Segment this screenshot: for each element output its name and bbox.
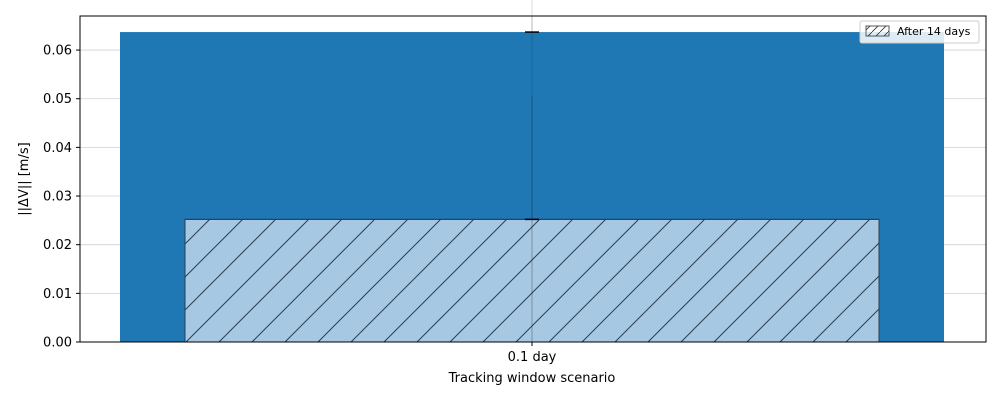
- bars: [120, 32, 944, 343]
- x-tick-label: 0.1 day: [508, 350, 557, 365]
- legend-frame: [859, 20, 980, 44]
- bar-hatch-overlay: [184, 218, 880, 343]
- y-axis-ticks: 0.00 0.01 0.02 0.03 0.04 0.05 0.06: [43, 44, 80, 351]
- y-axis-label: ||ΔV|| [m/s]: [17, 142, 32, 215]
- y-tick-label: 0.03: [43, 190, 72, 205]
- legend-hatch-swatch: [865, 25, 890, 37]
- y-tick-label: 0.00: [43, 336, 72, 351]
- y-tick-label: 0.01: [43, 287, 72, 302]
- x-axis-ticks: 0.1 day: [508, 342, 557, 365]
- plot-frame: [79, 15, 987, 343]
- x-axis-label: Tracking window scenario: [448, 371, 616, 386]
- y-tick-label: 0.02: [43, 238, 72, 253]
- y-tick-label: 0.04: [43, 141, 72, 156]
- y-tick-label: 0.05: [43, 92, 72, 107]
- y-tick-label: 0.06: [43, 44, 72, 59]
- legend-label: After 14 days: [897, 25, 971, 38]
- legend: After 14 days: [859, 20, 980, 44]
- error-bars: [525, 0, 539, 342]
